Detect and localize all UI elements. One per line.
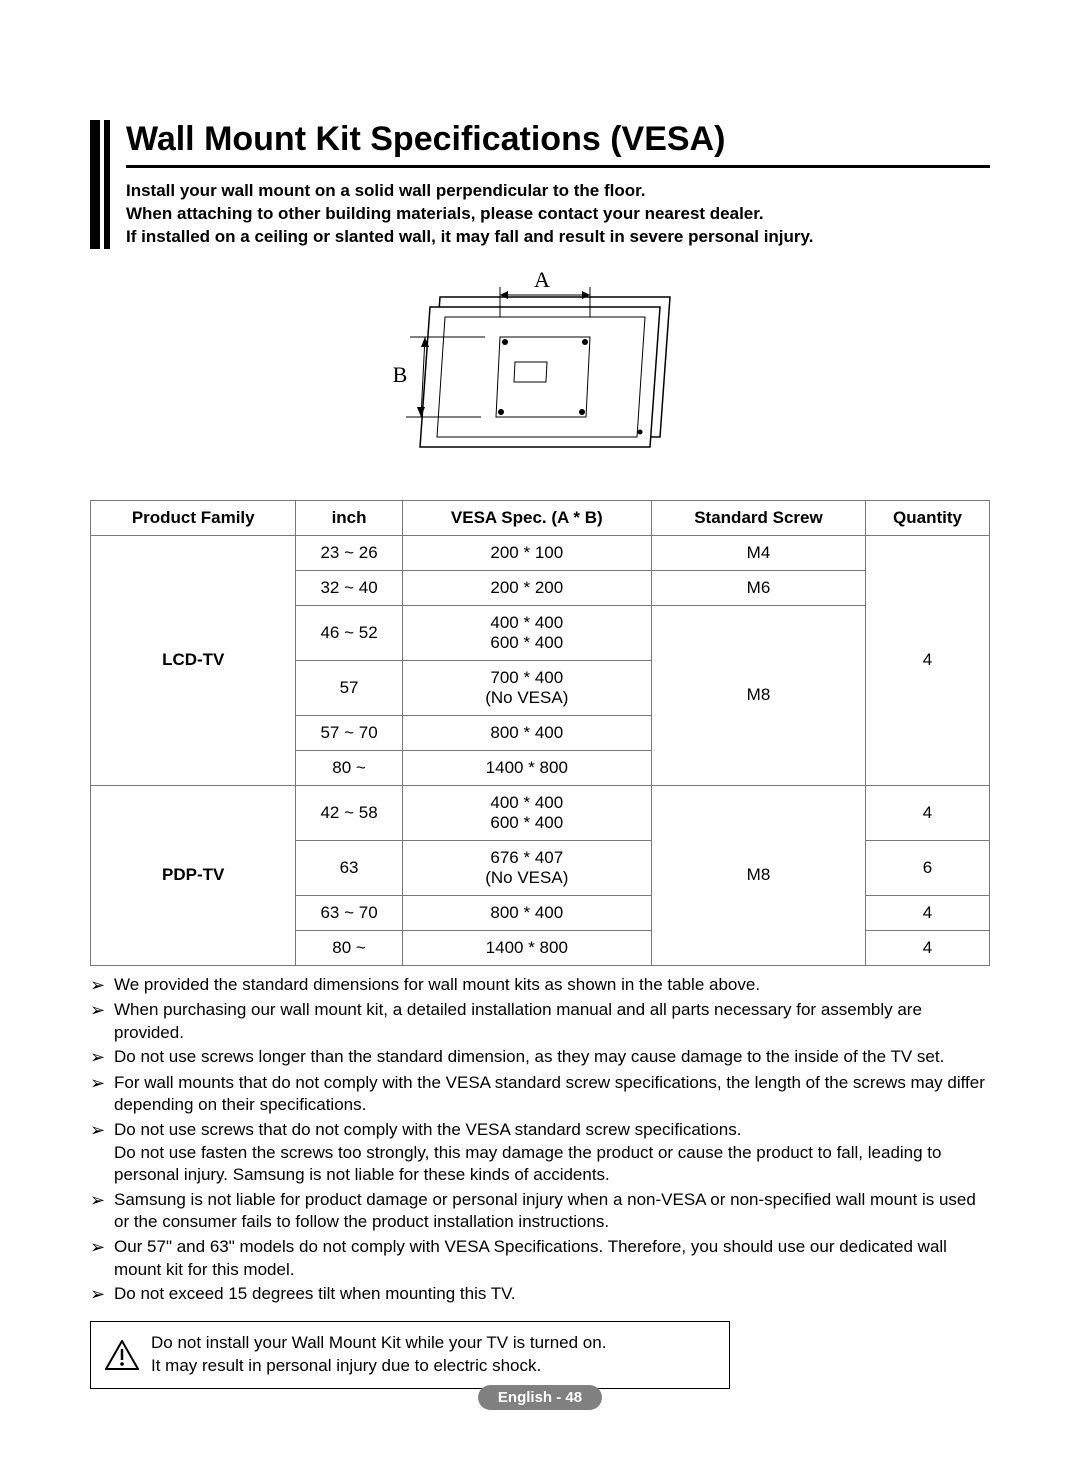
page-number: English - 48: [478, 1385, 602, 1410]
cell-inch: 57: [296, 660, 402, 715]
col-vesa-spec: VESA Spec. (A * B): [402, 500, 651, 535]
title-bars: [90, 120, 110, 249]
intro-text: Install your wall mount on a solid wall …: [126, 180, 990, 249]
cell-inch: 42 ~ 58: [296, 785, 402, 840]
cell-screw: M4: [651, 535, 865, 570]
diagram-label-b: B: [393, 362, 408, 387]
note-item: ➢When purchasing our wall mount kit, a d…: [90, 999, 990, 1044]
note-arrow-icon: ➢: [90, 1283, 114, 1306]
warning-line: It may result in personal injury due to …: [151, 1355, 606, 1378]
note-item: ➢Our 57" and 63" models do not comply wi…: [90, 1236, 990, 1281]
table-header-row: Product Family inch VESA Spec. (A * B) S…: [91, 500, 990, 535]
col-inch: inch: [296, 500, 402, 535]
note-item: ➢For wall mounts that do not comply with…: [90, 1072, 990, 1117]
note-item: ➢Do not use screws longer than the stand…: [90, 1046, 990, 1069]
cell-qty: 4: [866, 535, 990, 785]
cell-spec: 700 * 400 (No VESA): [402, 660, 651, 715]
cell-screw: M8: [651, 785, 865, 965]
warning-line: Do not install your Wall Mount Kit while…: [151, 1332, 606, 1355]
cell-inch: 80 ~: [296, 750, 402, 785]
warning-triangle-icon: [105, 1340, 139, 1370]
page-title: Wall Mount Kit Specifications (VESA): [126, 120, 990, 159]
table-row: PDP-TV 42 ~ 58 400 * 400 600 * 400 M8 4: [91, 785, 990, 840]
note-item: ➢Do not exceed 15 degrees tilt when moun…: [90, 1283, 990, 1306]
cell-qty: 4: [866, 930, 990, 965]
cell-spec: 1400 * 800: [402, 750, 651, 785]
col-product-family: Product Family: [91, 500, 296, 535]
notes-list: ➢We provided the standard dimensions for…: [90, 974, 990, 1307]
note-arrow-icon: ➢: [90, 1189, 114, 1212]
page-footer: English - 48: [0, 1385, 1080, 1410]
cell-inch: 32 ~ 40: [296, 570, 402, 605]
cell-family: LCD-TV: [91, 535, 296, 785]
intro-line: If installed on a ceiling or slanted wal…: [126, 226, 990, 249]
note-arrow-icon: ➢: [90, 1119, 114, 1142]
note-arrow-icon: ➢: [90, 974, 114, 997]
note-arrow-icon: ➢: [90, 1236, 114, 1259]
note-arrow-icon: ➢: [90, 999, 114, 1022]
cell-spec: 800 * 400: [402, 895, 651, 930]
note-item: ➢Samsung is not liable for product damag…: [90, 1189, 990, 1234]
note-item: ➢Do not use screws that do not comply wi…: [90, 1119, 990, 1187]
intro-line: Install your wall mount on a solid wall …: [126, 180, 990, 203]
cell-spec: 400 * 400 600 * 400: [402, 605, 651, 660]
cell-inch: 63 ~ 70: [296, 895, 402, 930]
spec-table: Product Family inch VESA Spec. (A * B) S…: [90, 500, 990, 966]
cell-spec: 676 * 407 (No VESA): [402, 840, 651, 895]
cell-spec: 800 * 400: [402, 715, 651, 750]
intro-line: When attaching to other building materia…: [126, 203, 990, 226]
title-underline: [126, 165, 990, 168]
col-quantity: Quantity: [866, 500, 990, 535]
cell-inch: 57 ~ 70: [296, 715, 402, 750]
cell-spec: 200 * 200: [402, 570, 651, 605]
cell-spec: 1400 * 800: [402, 930, 651, 965]
cell-inch: 23 ~ 26: [296, 535, 402, 570]
col-standard-screw: Standard Screw: [651, 500, 865, 535]
warning-box: Do not install your Wall Mount Kit while…: [90, 1321, 730, 1389]
cell-qty: 4: [866, 785, 990, 840]
note-arrow-icon: ➢: [90, 1046, 114, 1069]
diagram-label-a: A: [534, 267, 550, 292]
note-arrow-icon: ➢: [90, 1072, 114, 1095]
title-block: Wall Mount Kit Specifications (VESA) Ins…: [90, 120, 990, 249]
cell-inch: 46 ~ 52: [296, 605, 402, 660]
table-row: LCD-TV 23 ~ 26 200 * 100 M4 4: [91, 535, 990, 570]
cell-screw: M8: [651, 605, 865, 785]
warning-text: Do not install your Wall Mount Kit while…: [151, 1332, 606, 1378]
cell-spec: 200 * 100: [402, 535, 651, 570]
note-item: ➢We provided the standard dimensions for…: [90, 974, 990, 997]
cell-qty: 4: [866, 895, 990, 930]
cell-qty: 6: [866, 840, 990, 895]
cell-inch: 63: [296, 840, 402, 895]
cell-family: PDP-TV: [91, 785, 296, 965]
vesa-diagram: A B: [90, 267, 990, 472]
cell-screw: M6: [651, 570, 865, 605]
tv-mount-diagram-svg: A B: [370, 267, 710, 472]
cell-inch: 80 ~: [296, 930, 402, 965]
cell-spec: 400 * 400 600 * 400: [402, 785, 651, 840]
